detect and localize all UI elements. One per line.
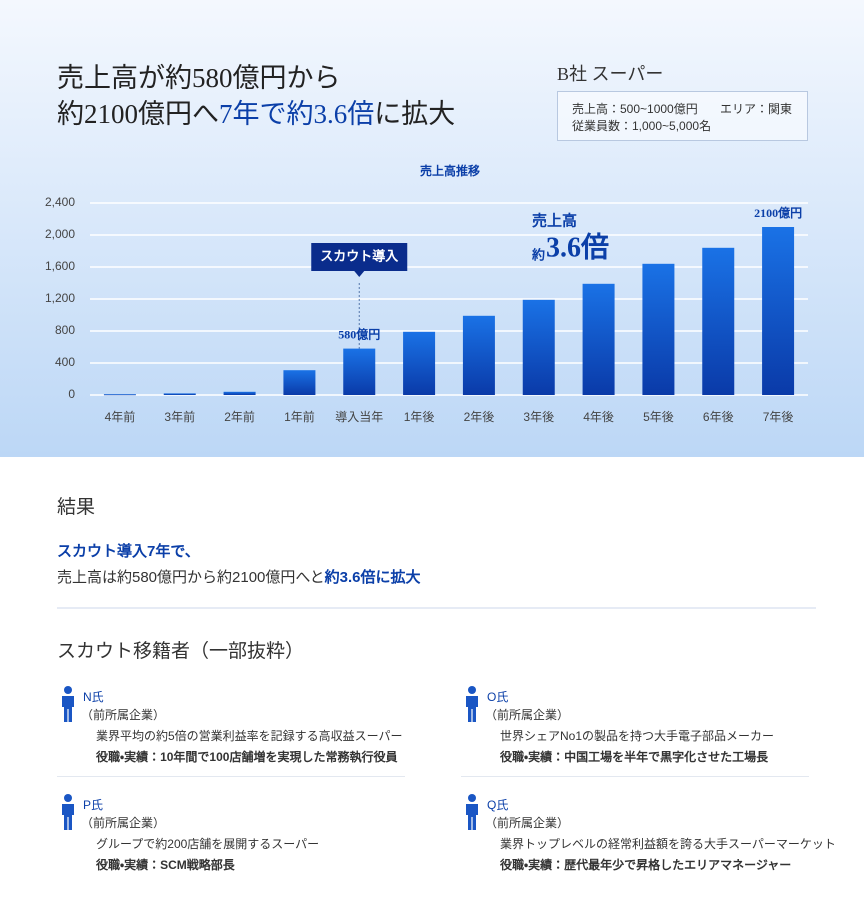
bar [522, 299, 555, 395]
company-sales: 売上高：500~1000億円 [572, 102, 698, 116]
bar [343, 348, 376, 395]
person-company: グループで約200店舗を展開するスーパー [96, 837, 320, 851]
x-tick-label: 4年後 [583, 410, 614, 424]
transfers-heading: スカウト移籍者（一部抜粋） [57, 641, 305, 662]
bar [642, 263, 675, 395]
x-tick-label: 3年後 [523, 410, 554, 424]
bar [702, 247, 735, 395]
company-area: エリア：関東 [720, 102, 793, 116]
x-tick-label: 5年後 [643, 410, 674, 424]
x-tick-label: 4年前 [105, 409, 136, 424]
person-card: O氏 （前所属企業） 世界シェアNo1の製品を持つ大手電子部品メーカー 役職・実績：中… [461, 686, 841, 777]
growth-label: 売上高 [532, 211, 577, 229]
person-icon-wrap [61, 686, 75, 725]
person-divider [461, 776, 809, 777]
bar [462, 315, 495, 395]
y-tick-label: 0 [68, 387, 75, 401]
person-name: O氏 [487, 690, 509, 704]
person-name: Q氏 [487, 798, 509, 812]
person-company: 業界平均の約5倍の営業利益率を記録する高収益スーパー [96, 729, 403, 743]
person-icon [62, 794, 74, 830]
y-tick-label: 800 [55, 323, 75, 337]
person-prev-label: （前所属企業） [485, 708, 570, 722]
person-icon-wrap [465, 794, 479, 833]
bar [223, 391, 256, 395]
x-tick-label: 7年後 [763, 410, 794, 424]
growth-prefix: 約 [531, 247, 545, 262]
person-card: N氏 （前所属企業） 業界平均の約5倍の営業利益率を記録する高収益スーパー 役職・実績… [57, 686, 437, 777]
bar [103, 394, 136, 396]
company-name: B社 スーパー [557, 64, 664, 84]
headline: 売上高が約580億円から 約2100億円へ7年で約3.6倍に拡大 [57, 60, 455, 132]
x-tick-label: 1年前 [284, 409, 315, 424]
person-role: 役職・実績：SCM戦略部長 [96, 858, 235, 872]
x-tick-label: 2年後 [464, 410, 495, 424]
person-prev-label: （前所属企業） [81, 816, 166, 830]
person-icon-wrap [61, 794, 75, 833]
person-company: 世界シェアNo1の製品を持つ大手電子部品メーカー [500, 729, 775, 743]
growth-value: 3.6倍 [546, 231, 609, 263]
person-name: N氏 [83, 690, 104, 704]
y-tick-label: 400 [55, 355, 75, 369]
person-role: 役職・実績：中国工場を半年で黒字化させた工場長 [500, 750, 769, 764]
bar [163, 393, 196, 395]
x-tick-label: 3年前 [164, 409, 195, 424]
result-highlight: 約3.6倍に拡大 [324, 569, 421, 586]
person-divider [57, 776, 405, 777]
headline-line: 売上高が約580億円から [57, 63, 341, 93]
chart-title: 売上高推移 [420, 163, 480, 178]
person-company: 業界トップレベルの経常利益額を誇る大手スーパーマーケット [500, 837, 836, 851]
person-icon [466, 686, 478, 722]
bar [283, 370, 316, 395]
result-line: スカウト導入7年で、 [57, 543, 200, 560]
divider [57, 607, 816, 609]
bar [762, 227, 795, 395]
headline-text: 約2100億円へ [57, 99, 219, 129]
person-card: P氏 （前所属企業） グループで約200店舗を展開するスーパー 役職・実績：SCM戦略… [57, 794, 437, 874]
value-label: 580億円 [338, 326, 380, 341]
person-icon [62, 686, 74, 722]
person-prev-label: （前所属企業） [81, 708, 166, 722]
person-icon-wrap [465, 686, 479, 725]
y-tick-label: 2,400 [45, 195, 75, 209]
y-tick-label: 1,200 [45, 291, 75, 305]
headline-text: に拡大 [374, 99, 456, 129]
result-heading: 結果 [57, 497, 96, 518]
headline-highlight: 7年で約3.6倍 [219, 99, 375, 129]
value-label: 2100億円 [754, 205, 802, 220]
bar [582, 283, 615, 395]
chart: 売上高推移 0 400 800 1,200 1,600 2,000 2,400 スカウト導入 売上… [44, 163, 803, 425]
y-tick-label: 1,600 [45, 259, 75, 273]
event-box [311, 243, 408, 271]
headline-line: 約2100億円へ7年で約3.6倍に拡大 [57, 96, 455, 132]
company-employees: 従業員数：1,000~5,000名 [572, 119, 712, 133]
x-tick-label: 1年後 [404, 410, 435, 424]
company-box: 売上高：500~1000億円 エリア：関東 従業員数：1,000~5,000名 [557, 91, 808, 141]
event-pointer [354, 271, 365, 277]
person-card: Q氏 （前所属企業） 業界トップレベルの経常利益額を誇る大手スーパーマーケット 役職・… [461, 794, 841, 874]
person-icon [466, 794, 478, 830]
x-tick-label: 6年後 [703, 410, 734, 424]
person-role: 役職・実績：歴代最年少で昇格したエリアマネージャー [500, 858, 792, 872]
result-line: 売上高は約580億円から約2100億円へと約3.6倍に拡大 [57, 566, 421, 587]
result-text: 売上高は約580億円から約2100億円へと [57, 569, 325, 586]
bar [403, 331, 436, 395]
x-tick-label: 2年前 [224, 409, 255, 424]
person-prev-label: （前所属企業） [485, 816, 570, 830]
y-tick-label: 2,000 [45, 227, 75, 241]
person-name: P氏 [83, 798, 104, 812]
event-label: スカウト導入 [320, 248, 399, 263]
x-tick-label: 導入当年 [335, 410, 383, 424]
person-role: 役職・実績：10年間で100店舗増を実現した常務執行役員 [96, 750, 398, 764]
